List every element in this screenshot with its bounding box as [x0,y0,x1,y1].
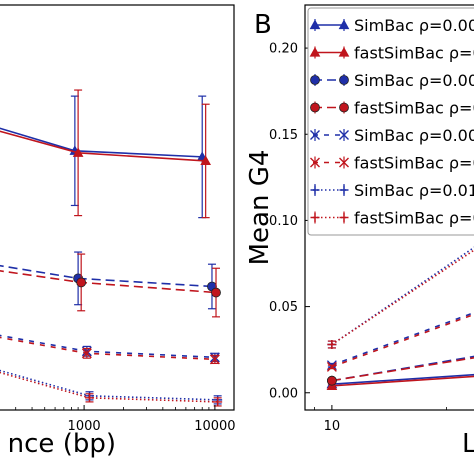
legend-item: SimBac ρ=0.000 [310,71,474,90]
legend-label: fastSimBac ρ=0 [354,44,474,63]
data-point [326,361,337,372]
legend-marker [310,213,320,222]
series-line [0,270,217,294]
legend-marker [339,102,349,113]
series-line [0,264,213,288]
series-line [331,246,474,346]
x-tick-label: 10 [324,419,341,434]
data-point [81,348,92,359]
y-tick-label: 0.20 [269,42,298,57]
plot-frame [0,4,235,411]
series-line [331,356,474,382]
series-2 [0,89,212,219]
data-point [327,340,337,350]
data-point [211,287,221,298]
data-point [72,147,84,157]
x-tick-label: 1000 [68,419,101,434]
legend-item: SimBac ρ=0.000 [309,16,474,35]
series-line [0,336,215,361]
data-point [326,375,337,386]
series-line [331,311,474,366]
y-axis-label: Mean G4 [245,150,275,266]
series-6 [326,313,474,372]
panel-letter: B [254,10,272,40]
legend-item: SimBac ρ=0.000 [310,126,474,145]
legend-marker [310,157,320,168]
series-7 [0,369,223,405]
data-point [209,354,220,365]
series-8 [327,249,474,350]
data-point [76,277,87,288]
y-tick-label: 0.15 [269,128,298,143]
legend-marker [339,157,349,168]
series-3 [0,251,217,310]
plot-area [326,246,474,390]
legend-marker [339,75,349,85]
x-axis-label: L [462,429,474,459]
legend-box [307,7,474,236]
plot-area [0,89,223,407]
series-line [0,127,203,158]
series-line [331,249,474,346]
data-point [213,397,223,407]
legend-item: fastSimBac ρ=0 [310,209,474,228]
legend-label: SimBac ρ=0.000 [354,71,474,90]
series-5 [0,334,220,363]
series-7 [327,246,474,350]
y-tick-label: 0.00 [269,386,298,401]
x-tick-label: 10000 [194,419,235,434]
series-4 [326,356,474,386]
legend-marker [338,19,350,30]
legend-label: fastSimBac ρ=0 [354,209,474,228]
series-4 [0,253,221,318]
series-line [0,369,218,401]
series-line [0,334,215,359]
legend-label: SimBac ρ=0.000 [354,16,474,35]
series-line [0,371,218,403]
x-axis-label: nce (bp) [8,429,116,459]
y-tick-label: 0.10 [269,214,298,229]
y-tick-label: 0.05 [269,300,298,315]
legend-label: SimBac ρ=0.000 [354,126,474,145]
legend-label: fastSimBac ρ=0 [354,154,474,173]
legend-marker [339,213,349,222]
series-line [0,130,206,162]
legend-marker [309,46,321,57]
legend-marker [310,185,320,195]
legend-label: SimBac ρ=0.01 [354,181,474,200]
legend-marker [310,130,320,140]
series-line [331,375,474,387]
legend-item: fastSimBac ρ=0 [309,44,474,63]
legend-marker [338,46,350,57]
series-5 [326,311,474,371]
legend-marker [309,19,321,30]
legend-marker [310,75,320,85]
series-8 [0,371,223,407]
legend-item: fastSimBac ρ=0 [310,154,474,173]
plot-frame [304,4,474,411]
legend-marker [339,130,349,140]
legend-marker [310,102,320,113]
legend-label: fastSimBac ρ=0 [354,99,474,118]
series-1 [0,95,208,219]
series-line [331,373,474,385]
panel-b: 10 0.00 0.05 0.10 0.15 0.20 L Mean G4 B SimBac ρ=… [245,4,474,459]
legend-item: SimBac ρ=0.01 [310,181,474,200]
series-6 [0,336,220,365]
legend-marker [339,185,349,195]
panel-a: 1000 10000 nce (bp) [0,4,236,459]
legend-item: fastSimBac ρ=0 [310,99,474,118]
data-point [200,155,212,166]
data-point [85,393,95,403]
legend: SimBac ρ=0.000 fastSimBac ρ=0 SimBac ρ=0.0… [307,7,474,236]
